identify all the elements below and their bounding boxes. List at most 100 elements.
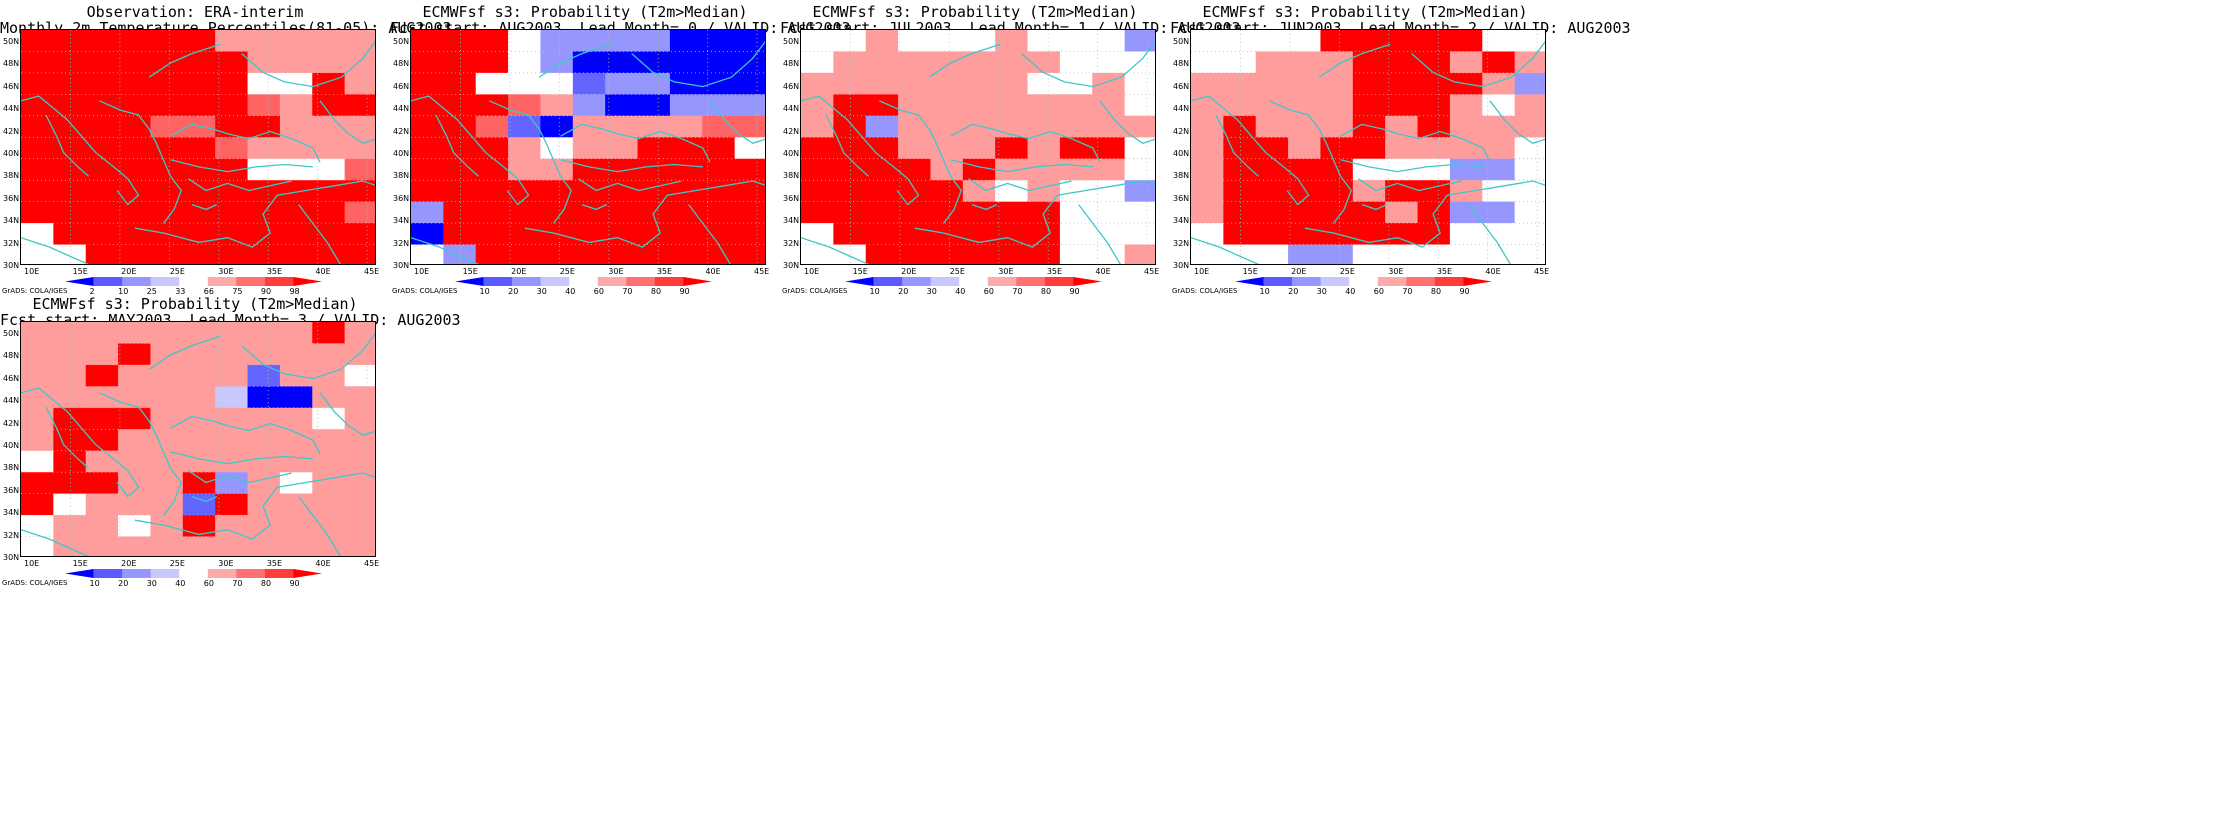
grid-cell: [669, 51, 703, 74]
grid-cell: [1124, 180, 1155, 203]
panel-title-line1: ECMWFsf s3: Probability (T2m>Median): [32, 295, 358, 313]
grid-cell: [21, 51, 54, 74]
lat-label: 30N: [1173, 261, 1190, 270]
grid-cell: [734, 201, 765, 224]
grid-cell: [734, 30, 765, 53]
grid-cell: [475, 94, 509, 117]
colorbar-label: 66: [203, 287, 214, 296]
grid-cell: [411, 180, 444, 203]
grid-cell: [962, 51, 996, 74]
panel-forecast-lead0: ECMWFsf s3: Probability (T2m>Median) Fcs…: [390, 0, 851, 296]
lon-label: 15E: [72, 559, 88, 568]
grid-cell: [1059, 94, 1093, 117]
grid-cell: [279, 515, 313, 538]
grid-cell: [150, 493, 184, 516]
grid-cell: [605, 137, 639, 160]
grid-cell: [411, 201, 444, 224]
colorbar-segment: [959, 277, 989, 286]
grid-cell: [1223, 158, 1257, 181]
grid-cell: [801, 244, 834, 264]
grid-cell: [865, 137, 899, 160]
grid-cell: [118, 51, 152, 74]
grid-cell: [344, 364, 375, 387]
grid-cell: [1092, 51, 1126, 74]
panel-title-line1: ECMWFsf s3: Probability (T2m>Median): [1202, 3, 1528, 21]
grid-cell: [118, 94, 152, 117]
grid-cell: [637, 94, 671, 117]
grid-cell: [344, 30, 375, 53]
colorbar-label: 10: [1259, 287, 1270, 296]
grid-cell: [118, 223, 152, 246]
colorbar-label: 80: [650, 287, 662, 296]
coastline: [170, 451, 313, 465]
coastline: [411, 95, 530, 206]
grid-cell: [508, 94, 542, 117]
lon-label: 15E: [462, 267, 478, 276]
grid-cell: [669, 137, 703, 160]
grid-cell: [637, 180, 671, 203]
grid-cell: [118, 244, 152, 264]
lon-label: 30E: [218, 267, 234, 276]
grid-cell: [53, 51, 87, 74]
grid-cell: [215, 493, 249, 516]
lon-label: 15E: [852, 267, 868, 276]
lat-label: 32N: [1173, 238, 1190, 248]
grid-cell: [540, 180, 574, 203]
grid-cell: [962, 223, 996, 246]
lat-label: 36N: [3, 485, 20, 495]
grid-cell: [572, 51, 606, 74]
grid-cell: [508, 51, 542, 74]
grid-cell: [279, 201, 313, 224]
grid-cell: [215, 180, 249, 203]
coastline: [825, 114, 870, 177]
grid-cell: [1482, 94, 1516, 117]
grid-cell: [1223, 30, 1257, 53]
grid-cell: [215, 201, 249, 224]
grid-cell: [898, 180, 932, 203]
coastline: [148, 335, 221, 370]
grid-cell: [344, 450, 375, 473]
grid-cell: [1191, 115, 1224, 138]
lat-label: 44N: [1173, 104, 1190, 114]
grid-cell: [833, 72, 867, 95]
colorbar-label: 70: [1402, 287, 1413, 296]
coastline: [538, 43, 611, 78]
colorbar-segment: [93, 277, 123, 286]
grid-cell: [734, 223, 765, 246]
grid-cell: [344, 72, 375, 95]
lon-label: 10E: [1194, 267, 1210, 276]
colorbar-label: 20: [1288, 287, 1299, 296]
grid-cell: [865, 30, 899, 53]
grid-cell: [833, 30, 867, 53]
coastline: [1099, 100, 1155, 145]
grid-cell: [279, 51, 313, 74]
coastline: [21, 529, 90, 556]
grid-cell: [637, 30, 671, 53]
grid-cell: [118, 115, 152, 138]
grid-cell: [995, 137, 1029, 160]
grid-cell: [898, 51, 932, 74]
grid-cell: [182, 115, 216, 138]
grid-cell: [605, 158, 639, 181]
grid-cell: [1417, 94, 1451, 117]
colorbar-segment: [264, 277, 294, 286]
grid-cell: [312, 244, 346, 264]
lat-label: 34N: [3, 508, 20, 518]
grid-cell: [1514, 94, 1545, 117]
coastline: [967, 178, 1072, 192]
grid-cell: [344, 493, 375, 516]
colorbar-segment: [93, 569, 123, 578]
colorbar: [845, 277, 1102, 286]
grid-cell: [21, 493, 54, 516]
grid-cell: [118, 343, 152, 366]
grid-cell: [247, 223, 281, 246]
grid-cell: [1059, 115, 1093, 138]
grid-cell: [1124, 115, 1155, 138]
grid-cell: [1385, 158, 1419, 181]
grid-cell: [443, 180, 477, 203]
grid-cell: [637, 115, 671, 138]
grid-cell: [312, 322, 346, 345]
map-plot: [411, 30, 765, 264]
grid-cell: [475, 223, 509, 246]
colorbar-segment: [236, 277, 266, 286]
